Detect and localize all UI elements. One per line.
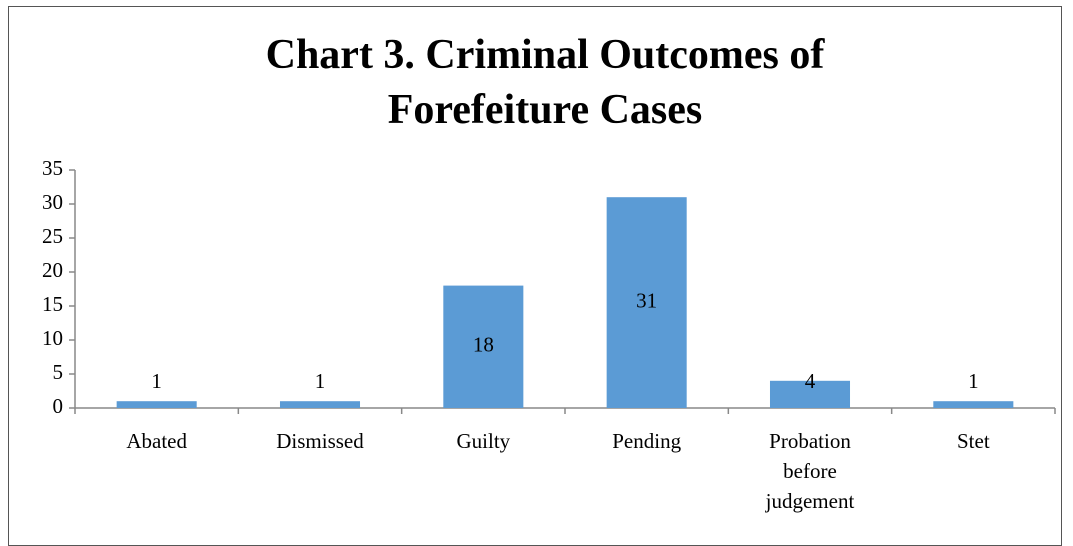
chart-title: Chart 3. Criminal Outcomes of Forefeitur… xyxy=(265,32,825,133)
bar xyxy=(933,401,1014,408)
x-tick-label: Abated xyxy=(126,429,187,453)
bar xyxy=(606,197,687,408)
x-tick-label: Pending xyxy=(612,429,682,453)
data-label: 31 xyxy=(636,288,657,312)
x-tick-label-box: Probation before judgement xyxy=(765,429,855,513)
y-tick-label: 30 xyxy=(42,190,63,214)
y-tick-label: 25 xyxy=(42,224,63,248)
data-label: 1 xyxy=(151,369,162,393)
bar xyxy=(116,401,197,408)
y-tick-label: 15 xyxy=(42,292,63,316)
bar xyxy=(769,380,851,408)
y-tick-label: 0 xyxy=(53,394,64,418)
x-tick-label: Guilty xyxy=(456,429,511,453)
data-label: 1 xyxy=(315,369,326,393)
page: Chart 3. Criminal Outcomes of Forefeitur… xyxy=(8,6,1062,546)
x-tick-label: Probation before judgement xyxy=(765,429,855,513)
y-tick-label: 10 xyxy=(42,326,63,350)
x-tick-label-box: Pending xyxy=(612,429,682,453)
data-label: 1 xyxy=(968,369,979,393)
y-tick-label: 5 xyxy=(53,360,64,384)
data-label: 18 xyxy=(473,333,494,357)
bar xyxy=(443,285,524,408)
x-tick-label: Dismissed xyxy=(276,429,364,453)
y-tick-label: 35 xyxy=(42,156,63,180)
chart: 0 5 10 15 20 25 30 35 Abated 1 Dismissed 1 Guilty 18 P… xyxy=(42,156,1056,513)
data-label: 4 xyxy=(805,369,816,393)
x-tick-label-box: Guilty xyxy=(456,429,511,453)
bar xyxy=(279,401,361,408)
y-tick-label: 20 xyxy=(42,258,63,282)
x-tick-label: Stet xyxy=(956,429,990,453)
x-tick-label-box: Abated xyxy=(126,429,187,453)
x-tick-label-box: Dismissed xyxy=(276,429,364,453)
x-tick-label-box: Stet xyxy=(956,429,990,453)
